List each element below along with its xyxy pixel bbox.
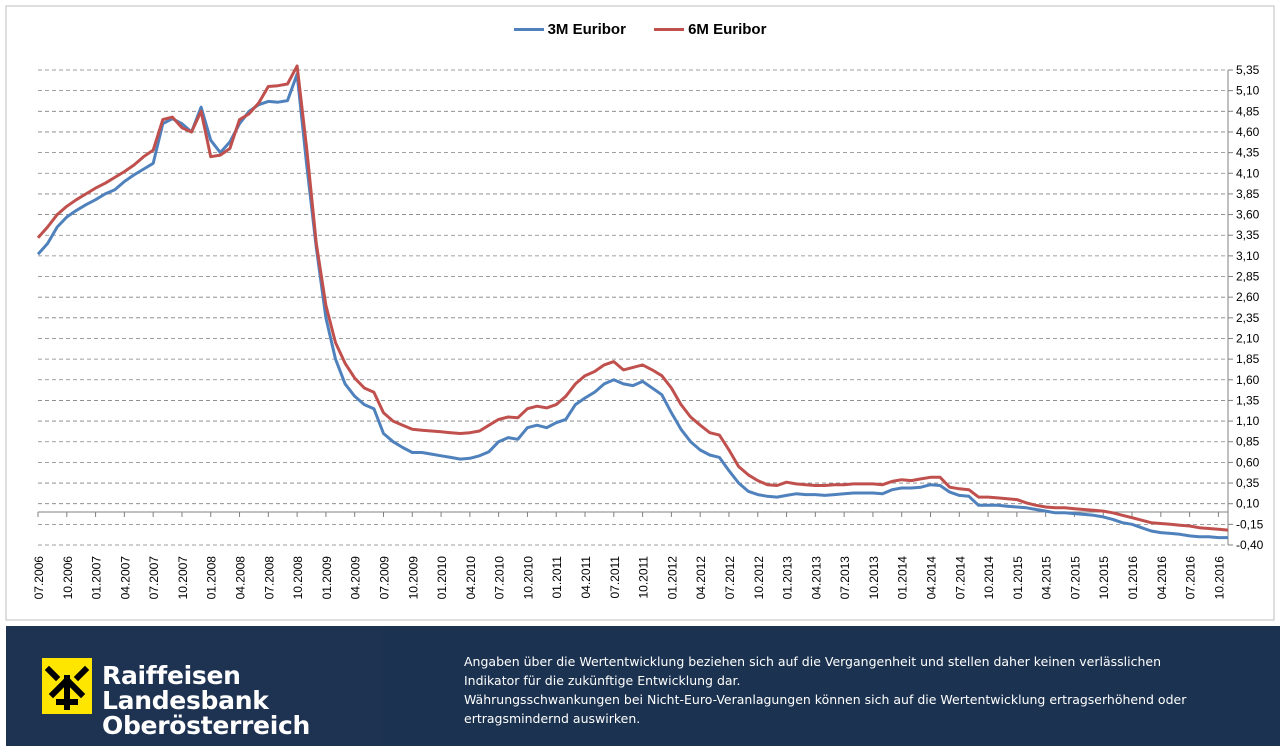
x-tick-label-19: 04.2011 — [579, 556, 593, 599]
footer-brand-panel: Raiffeisen Landesbank Oberösterreich — [6, 626, 382, 746]
legend-item-3m: 3M Euribor — [513, 21, 626, 38]
x-tick-label-26: 01.2013 — [781, 556, 795, 600]
y-tick-label-19: 0,60 — [1236, 455, 1260, 469]
series-line-6m-euribor — [36, 64, 1229, 532]
brand-line-1: Raiffeisen Landesbank — [102, 661, 269, 715]
euribor-line-chart: 5,35 5,10 4,85 4,60 4,35 4,10 3,85 3,60 3,35 3,10… — [5, 5, 1275, 621]
x-tick-label-31: 04.2014 — [925, 556, 939, 600]
brand-line-2: Oberösterreich — [102, 711, 310, 740]
x-tick-label-22: 01.2012 — [665, 556, 679, 600]
y-tick-label-6: 3,85 — [1236, 187, 1260, 201]
x-tick-label-12: 07.2009 — [377, 556, 391, 600]
x-tick-label-24: 07.2012 — [723, 556, 737, 600]
y-tick-label-18: 0,85 — [1236, 435, 1260, 449]
legend-label-3m: 3M Euribor — [547, 21, 626, 38]
x-tick-label-17: 10.2010 — [521, 556, 535, 600]
x-tick-label-20: 07.2011 — [608, 556, 622, 599]
x-tick-label-21: 10.2011 — [637, 556, 651, 599]
x-tick-label-38: 01.2016 — [1126, 556, 1140, 600]
x-tick-label-2: 01.2007 — [90, 556, 104, 600]
x-tick-label-7: 04.2008 — [234, 556, 248, 600]
x-tick-label-8: 07.2008 — [262, 556, 276, 600]
disclaimer-line-3: Währungsschwankungen bei Nicht-Euro-Vera… — [464, 692, 1187, 707]
x-tick-label-15: 04.2010 — [464, 556, 478, 600]
x-tick-label-35: 04.2015 — [1040, 556, 1054, 600]
disclaimer-line-4: ertragsmindernd auswirken. — [464, 711, 641, 726]
raiffeisen-gable-cross-logo — [42, 658, 92, 714]
x-tick-label-40: 07.2016 — [1184, 556, 1198, 600]
y-tick-label-13: 2,10 — [1236, 331, 1260, 345]
y-tick-label-22: -0,15 — [1236, 517, 1264, 531]
x-tick-label-41: 10.2016 — [1212, 556, 1226, 600]
x-tick-label-18: 01.2011 — [550, 556, 564, 599]
y-tick-label-23: -0,40 — [1236, 538, 1264, 552]
x-tick-label-27: 04.2013 — [809, 556, 823, 600]
legend-swatch-3m — [513, 28, 544, 31]
x-tick-label-3: 04.2007 — [118, 556, 132, 600]
x-tick-label-10: 01.2009 — [320, 556, 334, 600]
y-tick-label-9: 3,10 — [1236, 249, 1260, 263]
x-tick-label-39: 04.2016 — [1155, 556, 1169, 600]
y-tick-label-0: 5,35 — [1236, 63, 1260, 77]
y-tick-label-4: 4,35 — [1236, 146, 1260, 160]
x-tick-label-28: 07.2013 — [838, 556, 852, 600]
x-tick-label-23: 04.2012 — [694, 556, 708, 600]
x-tick-label-11: 04.2009 — [349, 556, 363, 600]
x-tick-label-14: 01.2010 — [435, 556, 449, 600]
y-tick-label-10: 2,85 — [1236, 270, 1260, 284]
y-tick-label-17: 1,10 — [1236, 414, 1260, 428]
x-tick-label-6: 01.2008 — [205, 556, 219, 600]
x-tick-label-0: 07.2006 — [32, 556, 46, 600]
x-tick-label-30: 01.2014 — [896, 556, 910, 600]
y-tick-label-20: 0,35 — [1236, 476, 1260, 490]
footer-disclaimer-panel: Angaben über die Wertentwicklung beziehe… — [382, 626, 1280, 746]
x-tick-label-4: 07.2007 — [147, 556, 161, 600]
legend-label-6m: 6M Euribor — [688, 21, 767, 38]
y-tick-label-1: 5,10 — [1236, 84, 1260, 98]
x-tick-label-25: 10.2012 — [752, 556, 766, 600]
y-tick-label-15: 1,60 — [1236, 373, 1260, 387]
chart-container: 5,35 5,10 4,85 4,60 4,35 4,10 3,85 3,60 3,35 3,10… — [0, 5, 1280, 621]
x-tick-label-5: 10.2007 — [176, 556, 190, 600]
x-tick-label-37: 10.2015 — [1097, 556, 1111, 600]
y-tick-label-7: 3,60 — [1236, 208, 1260, 222]
x-tick-label-34: 01.2015 — [1011, 556, 1025, 600]
x-tick-label-36: 07.2015 — [1068, 556, 1082, 600]
legend-swatch-6m — [654, 28, 685, 31]
y-tick-label-12: 2,35 — [1236, 311, 1260, 325]
footer: Raiffeisen Landesbank Oberösterreich Ang… — [0, 626, 1280, 754]
y-tick-label-2: 4,85 — [1236, 104, 1260, 118]
legend-item-6m: 6M Euribor — [654, 21, 766, 38]
x-tick-label-33: 10.2014 — [982, 556, 996, 600]
y-tick-label-5: 4,10 — [1236, 166, 1260, 180]
disclaimer-text: Angaben über die Wertentwicklung beziehe… — [464, 652, 1264, 728]
disclaimer-line-2: Indikator für die zukünftige Entwicklung… — [464, 673, 741, 688]
x-tick-label-32: 07.2014 — [953, 556, 967, 600]
chart-frame-border — [5, 5, 1275, 621]
y-tick-label-11: 2,60 — [1236, 290, 1260, 304]
x-tick-label-13: 10.2009 — [406, 556, 420, 600]
y-tick-label-14: 1,85 — [1236, 352, 1260, 366]
y-tick-label-21: 0,10 — [1236, 497, 1260, 511]
x-tick-label-9: 10.2008 — [291, 556, 305, 600]
y-tick-label-3: 4,60 — [1236, 125, 1260, 139]
y-tick-label-8: 3,35 — [1236, 228, 1260, 242]
x-tick-label-16: 07.2010 — [493, 556, 507, 600]
series-line-3m-euribor — [36, 72, 1228, 540]
brand-name: Raiffeisen Landesbank Oberösterreich — [102, 663, 382, 738]
chart-legend: 3M Euribor 6M Euribor — [0, 18, 1280, 38]
x-tick-label-1: 10.2006 — [61, 556, 75, 600]
y-tick-label-16: 1,35 — [1236, 393, 1260, 407]
disclaimer-line-1: Angaben über die Wertentwicklung beziehe… — [464, 654, 1161, 669]
x-tick-label-29: 10.2013 — [867, 556, 881, 600]
